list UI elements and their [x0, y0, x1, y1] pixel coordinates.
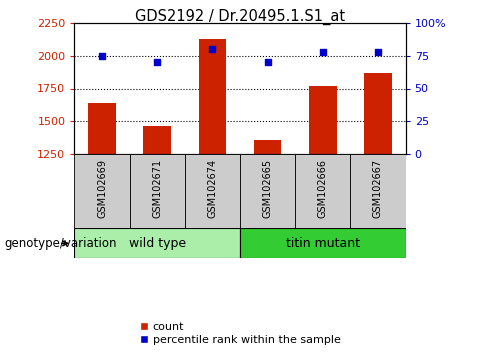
Point [98, 53, 106, 58]
Point [264, 59, 271, 65]
Text: GSM102671: GSM102671 [152, 159, 162, 218]
Bar [254, 139, 281, 154]
Text: GSM102667: GSM102667 [373, 159, 383, 218]
FancyBboxPatch shape [240, 154, 295, 228]
Point [153, 59, 161, 65]
FancyBboxPatch shape [240, 228, 406, 258]
FancyBboxPatch shape [185, 154, 240, 228]
Text: genotype/variation: genotype/variation [5, 237, 117, 250]
Point [319, 49, 326, 55]
Bar [88, 103, 116, 154]
Bar [364, 73, 392, 154]
Point [374, 49, 382, 55]
Text: GSM102665: GSM102665 [263, 159, 273, 218]
FancyBboxPatch shape [350, 154, 406, 228]
FancyBboxPatch shape [74, 228, 240, 258]
FancyBboxPatch shape [295, 154, 350, 228]
Bar [199, 39, 226, 154]
Bar [144, 126, 171, 154]
FancyBboxPatch shape [130, 154, 185, 228]
Point [208, 46, 216, 52]
Text: GSM102669: GSM102669 [97, 159, 107, 218]
Text: GDS2192 / Dr.20495.1.S1_at: GDS2192 / Dr.20495.1.S1_at [135, 9, 345, 25]
Text: GSM102674: GSM102674 [207, 159, 217, 218]
Text: wild type: wild type [129, 237, 186, 250]
FancyBboxPatch shape [74, 154, 130, 228]
Legend: count, percentile rank within the sample: count, percentile rank within the sample [139, 321, 341, 345]
Text: titin mutant: titin mutant [286, 237, 360, 250]
Bar [309, 86, 336, 154]
Text: GSM102666: GSM102666 [318, 159, 328, 218]
